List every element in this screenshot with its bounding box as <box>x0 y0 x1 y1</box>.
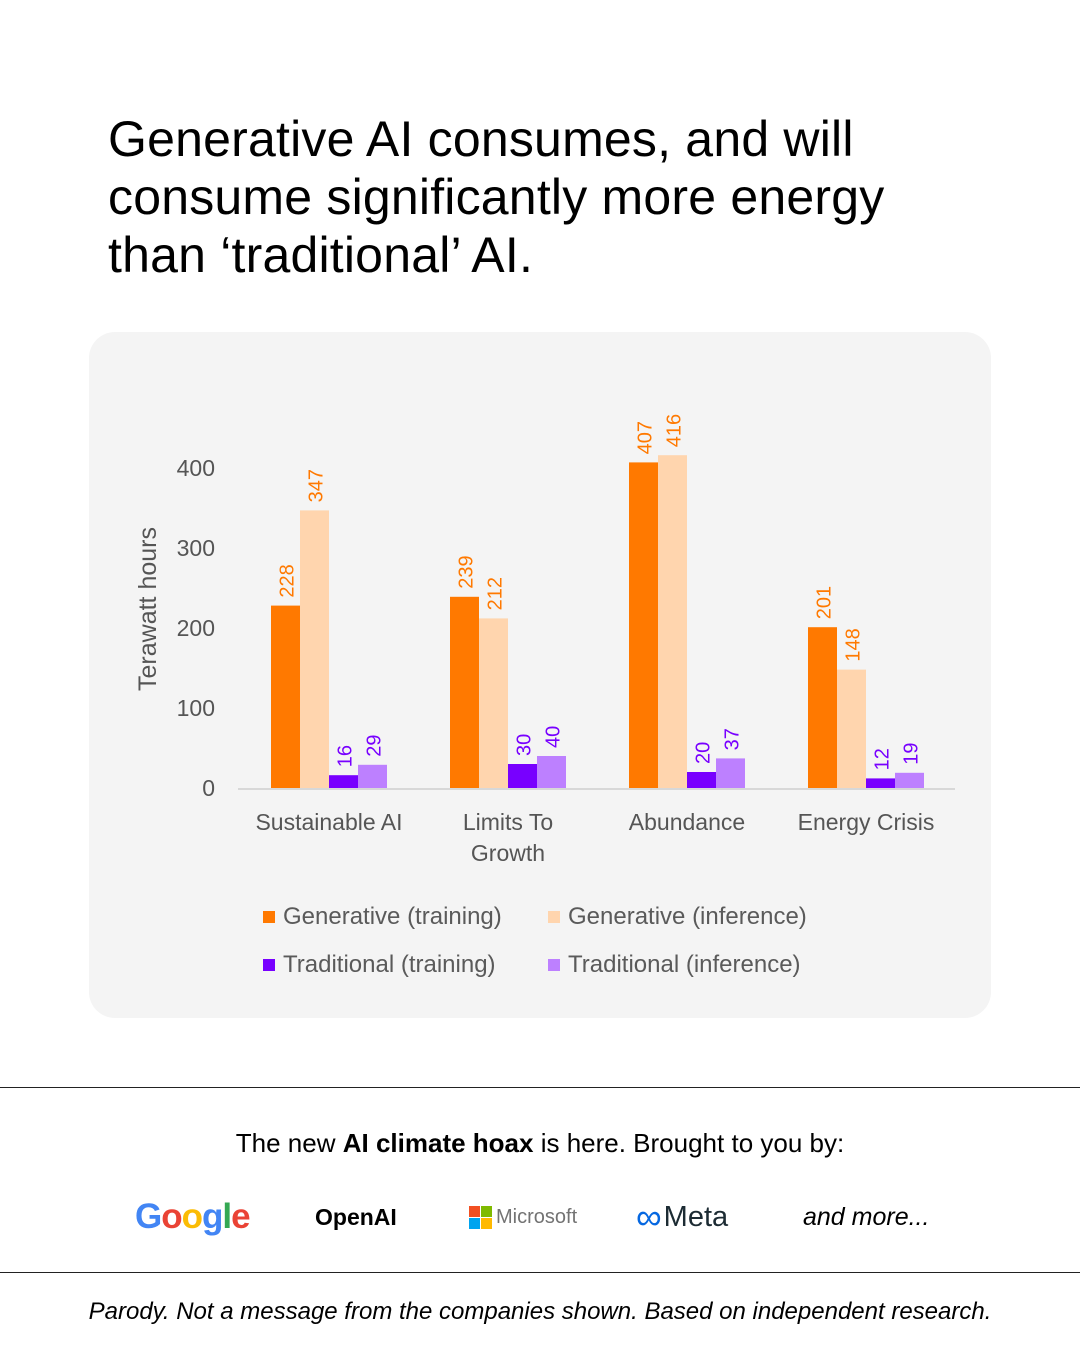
data-label: 16 <box>335 745 357 767</box>
y-axis-title: Terawatt hours <box>134 527 162 691</box>
meta-wordmark: Meta <box>663 1200 729 1233</box>
bar <box>450 596 479 788</box>
x-tick-label: Sustainable AI <box>255 809 402 835</box>
bar <box>658 455 687 788</box>
legend-item-generative-inference: Generative (inference) <box>548 903 807 931</box>
google-letter: G <box>135 1197 162 1236</box>
legend-swatch <box>548 911 560 923</box>
bar <box>808 627 837 788</box>
legend-swatch <box>263 911 275 923</box>
legend-label: Generative (inference) <box>568 903 807 930</box>
data-label: 228 <box>277 564 299 597</box>
bar <box>508 764 537 788</box>
data-label: 416 <box>664 414 686 447</box>
openai-logo: OpenAI <box>315 1203 397 1230</box>
microsoft-square <box>469 1217 480 1229</box>
bar <box>300 510 329 788</box>
y-axis: 0 100 200 300 400 Terawatt hours <box>134 455 955 801</box>
x-tick-label: Growth <box>471 840 545 866</box>
x-tick-label: Abundance <box>629 809 745 835</box>
y-tick-label: 400 <box>177 455 215 481</box>
bar <box>358 764 387 788</box>
google-letter: o <box>181 1197 203 1236</box>
legend-swatch <box>263 959 275 971</box>
google-letter: g <box>202 1197 223 1236</box>
meta-logo: ∞ Meta <box>636 1195 728 1239</box>
tagline-text: is here. Brought to you by: <box>533 1128 845 1158</box>
data-label: 20 <box>693 742 715 764</box>
bar <box>716 758 745 788</box>
legend-label: Traditional (training) <box>283 951 496 978</box>
legend-item-traditional-training: Traditional (training) <box>263 951 548 979</box>
bar <box>866 778 895 788</box>
microsoft-square <box>481 1205 492 1217</box>
legend-item-traditional-inference: Traditional (inference) <box>548 951 801 979</box>
google-letter: l <box>222 1197 232 1236</box>
y-tick-label: 300 <box>177 535 215 561</box>
legend-swatch <box>548 959 560 971</box>
tagline-emphasis: AI climate hoax <box>342 1128 534 1158</box>
data-label: 37 <box>722 728 744 750</box>
microsoft-wordmark: Microsoft <box>496 1205 578 1228</box>
headline: Generative AI consumes, and will consume… <box>108 111 885 283</box>
data-label: 212 <box>485 577 507 610</box>
meta-infinity-icon: ∞ <box>636 1196 662 1237</box>
y-tick-label: 0 <box>202 775 215 801</box>
legend-label: Traditional (inference) <box>568 951 801 978</box>
bar <box>895 772 924 788</box>
divider <box>0 1272 1080 1273</box>
data-label: 239 <box>456 555 478 588</box>
data-label: 407 <box>635 421 657 454</box>
data-label: 19 <box>901 743 923 765</box>
y-tick-label: 100 <box>177 695 215 721</box>
microsoft-logo: Microsoft <box>469 1195 577 1239</box>
google-letter: o <box>161 1197 182 1236</box>
bars <box>271 455 924 788</box>
y-tick-label: 200 <box>177 615 215 641</box>
bar <box>537 756 566 788</box>
google-letter: e <box>231 1197 250 1236</box>
divider <box>0 1087 1080 1088</box>
data-labels: 228 347 16 29 239 212 30 40 407 416 20 37 201 148 12 19 <box>277 414 923 771</box>
x-axis: Sustainable AI Limits To Growth Abundance En… <box>255 809 934 866</box>
bar <box>329 775 358 788</box>
data-label: 201 <box>814 586 836 619</box>
x-tick-label: Energy Crisis <box>798 809 935 835</box>
disclaimer: Parody. Not a message from the companies… <box>88 1298 992 1325</box>
data-label: 40 <box>543 726 565 748</box>
bar <box>837 669 866 788</box>
microsoft-square <box>469 1205 480 1217</box>
tagline: The new AI climate hoax is here. Brought… <box>0 1128 1080 1159</box>
legend-label: Generative (training) <box>283 903 502 930</box>
x-tick-label: Limits To <box>463 809 553 835</box>
tagline-text: The new <box>235 1128 343 1158</box>
data-label: 148 <box>843 628 865 661</box>
data-label: 347 <box>306 469 328 502</box>
microsoft-squares-icon <box>469 1205 492 1229</box>
chart-legend: Generative (training) Generative (infere… <box>263 893 883 989</box>
microsoft-square <box>481 1217 492 1229</box>
bar <box>687 772 716 788</box>
bar <box>629 462 658 788</box>
data-label: 12 <box>872 748 894 770</box>
legend-item-generative-training: Generative (training) <box>263 903 548 931</box>
bar <box>479 618 508 788</box>
data-label: 29 <box>364 735 386 757</box>
data-label: 30 <box>514 734 536 756</box>
bar <box>271 605 300 788</box>
and-more-text: and more... <box>803 1202 930 1231</box>
